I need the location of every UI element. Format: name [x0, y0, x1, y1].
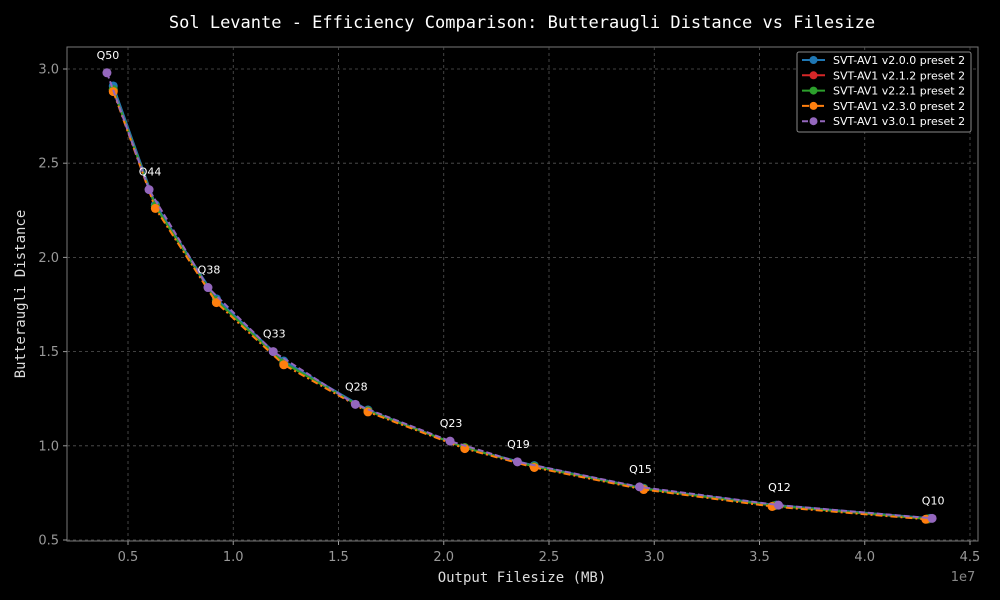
quality-annotation: Q38 — [198, 264, 221, 277]
y-tick-label: 1.5 — [38, 345, 59, 360]
data-point — [635, 482, 645, 492]
y-tick-label: 0.5 — [38, 534, 59, 549]
quality-annotation: Q33 — [263, 328, 286, 341]
y-tick-label: 2.5 — [38, 157, 59, 172]
y-axis-label: Butteraugli Distance — [13, 210, 29, 379]
legend-item: SVT-AV1 v3.0.1 preset 2 — [802, 115, 965, 128]
quality-annotation: Q15 — [629, 463, 652, 476]
legend-item: SVT-AV1 v2.1.2 preset 2 — [802, 69, 965, 82]
legend-marker — [809, 117, 818, 126]
quality-annotation: Q19 — [507, 438, 530, 451]
chart-title: Sol Levante - Efficiency Comparison: But… — [169, 13, 875, 33]
data-point — [512, 457, 522, 467]
x-axis-ticks: 0.5 1.0 1.5 2.0 2.5 3.0 3.5 4.0 4.5 — [118, 541, 981, 565]
series-5 — [102, 68, 937, 523]
legend-marker — [809, 101, 818, 110]
quality-annotation: Q10 — [922, 494, 945, 507]
x-tick-label: 4.5 — [960, 550, 981, 565]
x-tick-label: 2.0 — [433, 550, 454, 565]
legend-label: SVT-AV1 v2.3.0 preset 2 — [833, 100, 965, 113]
data-point — [102, 68, 112, 78]
x-axis-offset-label: 1e7 — [951, 570, 976, 585]
series-line — [106, 72, 933, 520]
legend-item: SVT-AV1 v2.2.1 preset 2 — [802, 85, 965, 98]
grid-lines — [67, 47, 978, 541]
legend-item: SVT-AV1 v2.3.0 preset 2 — [802, 100, 965, 113]
x-tick-label: 0.5 — [118, 550, 139, 565]
legend-label: SVT-AV1 v2.1.2 preset 2 — [833, 69, 965, 82]
data-point — [350, 399, 360, 409]
series-4 — [108, 87, 931, 524]
data-point — [150, 203, 160, 213]
y-axis-ticks: 0.5 1.0 1.5 2.0 2.5 3.0 — [38, 63, 67, 549]
point-annotations: Q50 Q44 Q38 Q33 Q28 Q23 Q19 Q15 Q12 Q10 — [97, 49, 945, 508]
quality-annotation: Q50 — [97, 49, 120, 62]
data-point — [268, 347, 278, 357]
legend-marker — [809, 56, 818, 64]
legend: SVT-AV1 v2.0.0 preset 2 SVT-AV1 v2.1.2 pr… — [796, 51, 972, 133]
quality-annotation: Q28 — [345, 380, 368, 393]
series-line — [112, 91, 926, 521]
quality-annotation: Q23 — [440, 417, 463, 430]
data-point — [445, 436, 455, 446]
legend-item: SVT-AV1 v2.0.0 preset 2 — [802, 54, 965, 67]
legend-marker — [809, 71, 818, 80]
y-tick-label: 2.0 — [38, 251, 59, 266]
x-tick-label: 3.0 — [644, 550, 665, 565]
legend-box — [796, 51, 972, 133]
quality-annotation: Q12 — [768, 481, 791, 494]
x-tick-label: 2.5 — [539, 550, 560, 565]
y-tick-label: 1.0 — [38, 439, 59, 454]
x-tick-label: 1.5 — [328, 550, 349, 565]
data-point — [203, 283, 213, 293]
legend-label: SVT-AV1 v2.0.0 preset 2 — [833, 54, 965, 67]
data-point — [773, 500, 783, 510]
legend-marker — [809, 86, 818, 95]
legend-label: SVT-AV1 v3.0.1 preset 2 — [833, 115, 965, 128]
data-point — [927, 513, 937, 523]
y-tick-label: 3.0 — [38, 63, 59, 78]
data-point — [144, 185, 154, 195]
data-point — [460, 444, 470, 454]
quality-annotation: Q44 — [139, 166, 162, 179]
data-point — [211, 298, 221, 308]
x-tick-label: 3.5 — [749, 550, 770, 565]
legend-label: SVT-AV1 v2.2.1 preset 2 — [833, 85, 965, 98]
x-axis-label: Output Filesize (MB) — [438, 570, 607, 586]
x-tick-label: 4.0 — [854, 550, 875, 565]
legend-items: SVT-AV1 v2.0.0 preset 2 SVT-AV1 v2.1.2 pr… — [802, 54, 965, 128]
x-tick-label: 1.0 — [223, 550, 244, 565]
series-layer — [102, 68, 937, 524]
data-point — [279, 360, 289, 370]
